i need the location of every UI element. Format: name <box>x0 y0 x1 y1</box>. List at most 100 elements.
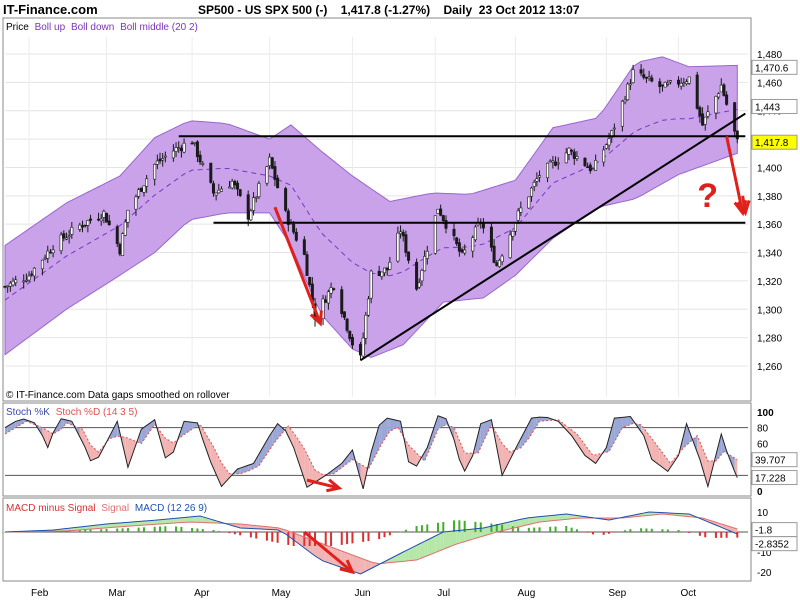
candle-body <box>720 85 722 92</box>
month-tick-label: Mar <box>109 588 127 599</box>
macd-histogram-bar <box>405 530 407 532</box>
candle-body <box>664 82 666 87</box>
month-tick-label: Sep <box>608 588 626 599</box>
stochastic-fill-segment <box>625 417 628 427</box>
legend-macd: MACD (12 26 9) <box>135 503 207 514</box>
macd-fill-segment <box>419 543 422 559</box>
macd-histogram-bar <box>688 532 690 533</box>
candle-body <box>651 78 653 81</box>
candle-body <box>557 163 559 164</box>
candle-body <box>239 190 241 196</box>
candle-body <box>47 251 49 258</box>
macd-tick-label: 10 <box>757 508 769 519</box>
macd-histogram-bar <box>341 532 343 545</box>
macd-histogram-bar <box>704 532 706 537</box>
candle-body <box>71 227 73 234</box>
candle-body <box>103 211 105 217</box>
candle-body <box>736 131 738 139</box>
candle-body <box>680 83 682 86</box>
candle-body <box>218 190 220 193</box>
macd-histogram-bar <box>116 529 118 532</box>
candle-body <box>63 234 65 239</box>
macd-histogram-bar <box>138 528 140 532</box>
candle-body <box>236 183 238 189</box>
macd-histogram-bar <box>255 532 257 539</box>
candle-body <box>383 268 385 273</box>
candle-body <box>669 81 671 82</box>
macd-histogram-bar <box>287 532 289 545</box>
candle-body <box>576 157 578 159</box>
candle-body <box>592 169 594 170</box>
candle-body <box>143 186 145 192</box>
candle-body <box>629 84 631 85</box>
macd-histogram-bar <box>629 529 631 532</box>
macd-fill-segment <box>515 520 518 528</box>
legend-stoch-d: Stoch %D (14 3 5) <box>56 407 138 418</box>
macd-histogram-bar <box>667 530 669 533</box>
candle-body <box>215 193 217 195</box>
candle-body <box>602 150 604 162</box>
candle-body <box>423 256 425 270</box>
candle-body <box>704 117 706 124</box>
stochastic-tick-label: 100 <box>757 408 774 419</box>
candle-body <box>343 312 345 318</box>
macd-histogram-bar <box>720 532 722 538</box>
candle-body <box>105 213 107 222</box>
candle-body <box>517 211 519 221</box>
candle-body <box>426 251 428 258</box>
candle-body <box>458 243 460 252</box>
candle-body <box>463 250 465 253</box>
candle-body <box>330 287 332 293</box>
candle-body <box>367 299 369 315</box>
macd-histogram-bar <box>351 532 353 543</box>
candle-body <box>627 84 629 100</box>
macd-fill-segment <box>454 531 457 545</box>
macd-histogram-bar <box>715 532 717 538</box>
macd-histogram-bar <box>271 532 273 542</box>
macd-histogram-bar <box>726 532 728 538</box>
macd-histogram-bar <box>571 528 573 532</box>
price-legend-prefix: Price <box>6 22 29 33</box>
candle-body <box>546 163 548 177</box>
price-tick-label: 1,340 <box>757 249 782 260</box>
macd-legend: MACD minus Signal Signal MACD (12 26 9) <box>6 503 207 514</box>
candle-body <box>699 108 701 116</box>
candle-body <box>140 188 142 191</box>
legend-macd-minus-signal: MACD minus Signal <box>6 503 95 514</box>
candle-body <box>333 289 335 290</box>
brand-title: IT-Finance.com <box>3 2 98 17</box>
macd-fill-segment <box>422 541 425 558</box>
candle-body <box>194 143 196 144</box>
macd-fill-segment <box>173 518 176 523</box>
macd-histogram-bar <box>528 528 530 532</box>
macd-histogram-bar <box>565 526 567 532</box>
month-tick-label: Jul <box>437 588 450 599</box>
candle-body <box>199 155 201 162</box>
macd-histogram-bar <box>678 530 680 532</box>
candle-body <box>530 188 532 196</box>
stoch-last-value-label: 17.228 <box>755 474 786 485</box>
candle-body <box>359 344 361 355</box>
macd-fill-segment <box>459 530 462 543</box>
macd-fill-segment <box>197 516 200 522</box>
candle-body <box>303 240 305 255</box>
candle-body <box>247 195 249 220</box>
candle-body <box>659 82 661 87</box>
macd-histogram-bar <box>191 528 193 532</box>
macd-fill-segment <box>438 533 441 551</box>
candle-body <box>378 271 380 275</box>
candle-body <box>9 283 11 286</box>
candle-body <box>108 221 110 225</box>
candle-body <box>271 158 273 169</box>
macd-histogram-bar <box>651 529 653 532</box>
macd-histogram-bar <box>154 527 156 532</box>
candle-body <box>717 94 719 97</box>
legend-boll-down: Boll down <box>71 22 114 33</box>
candle-body <box>549 161 551 162</box>
macd-histogram-bar <box>437 523 439 532</box>
candle-body <box>79 225 81 229</box>
month-tick-label: Oct <box>681 588 697 599</box>
macd-histogram-bar <box>127 528 129 532</box>
candle-body <box>180 148 182 150</box>
